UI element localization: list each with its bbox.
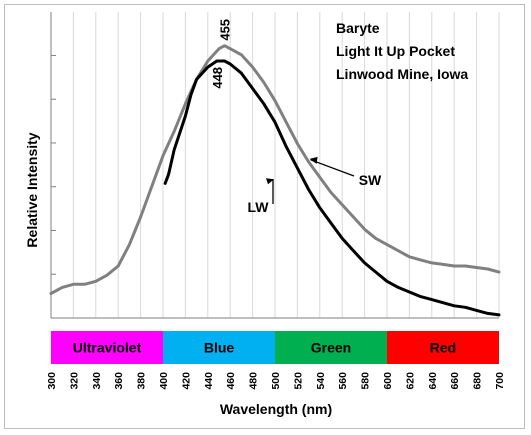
series-lines — [49, 44, 501, 317]
title-line-1: Baryte — [336, 20, 380, 36]
chart-text: Baryte Light It Up Pocket Linwood Mine, … — [24, 20, 468, 417]
axes: 300 320 340 360 380 400 420 440 460 480 500 520 540 5… — [46, 12, 506, 390]
x-tick-label-380: 380 — [136, 372, 148, 390]
x-axis-label: Wavelength (nm) — [220, 401, 332, 417]
x-tick-label-360: 360 — [113, 372, 125, 390]
band-label-0: Ultraviolet — [73, 340, 142, 356]
x-tick-label-640: 640 — [427, 372, 439, 390]
sw-arrow — [310, 159, 355, 177]
x-tick-label-340: 340 — [91, 372, 103, 390]
title-line-2: Light It Up Pocket — [336, 43, 455, 59]
series-sw-line — [49, 44, 501, 295]
band-3 — [387, 331, 499, 364]
band-label-2: Green — [311, 340, 351, 356]
x-tick-label-460: 460 — [225, 372, 237, 390]
x-tick-label-660: 660 — [449, 372, 461, 390]
peak-label-lw: 448 — [210, 67, 225, 89]
series-lw-line — [163, 59, 501, 317]
annotations: 455 448 SW LW — [210, 19, 382, 215]
x-tick-label-300: 300 — [46, 372, 58, 390]
x-tick-label-540: 540 — [315, 372, 327, 390]
grid-lines — [72, 12, 500, 318]
x-tick-label-440: 440 — [203, 372, 215, 390]
x-tick-label-680: 680 — [472, 372, 484, 390]
x-tick-label-320: 320 — [68, 372, 80, 390]
band-label-3: Red — [430, 340, 456, 356]
sw-label: SW — [359, 172, 382, 188]
band-2 — [275, 331, 387, 364]
band-1 — [163, 331, 275, 364]
chart-frame — [4, 4, 525, 429]
x-tick-label-620: 620 — [404, 372, 416, 390]
band-label-1: Blue — [204, 340, 235, 356]
x-tick-label-520: 520 — [292, 372, 304, 390]
lw-label: LW — [248, 199, 270, 215]
x-tick-label-560: 560 — [337, 372, 349, 390]
x-tick-label-480: 480 — [248, 372, 260, 390]
band-0 — [51, 331, 163, 364]
x-tick-label-580: 580 — [360, 372, 372, 390]
sw-arrowhead — [309, 156, 318, 164]
x-tick-label-500: 500 — [270, 372, 282, 390]
title-line-3: Linwood Mine, Iowa — [336, 66, 468, 82]
peak-label-sw: 455 — [218, 19, 233, 41]
color-bands: Ultraviolet Blue Green Red — [51, 331, 499, 364]
lw-arrowhead — [266, 178, 274, 185]
x-tick-label-400: 400 — [158, 372, 170, 390]
y-axis-label: Relative Intensity — [24, 132, 40, 247]
x-tick-label-420: 420 — [180, 372, 192, 390]
x-tick-label-700: 700 — [494, 372, 506, 390]
x-tick-label-600: 600 — [382, 372, 394, 390]
